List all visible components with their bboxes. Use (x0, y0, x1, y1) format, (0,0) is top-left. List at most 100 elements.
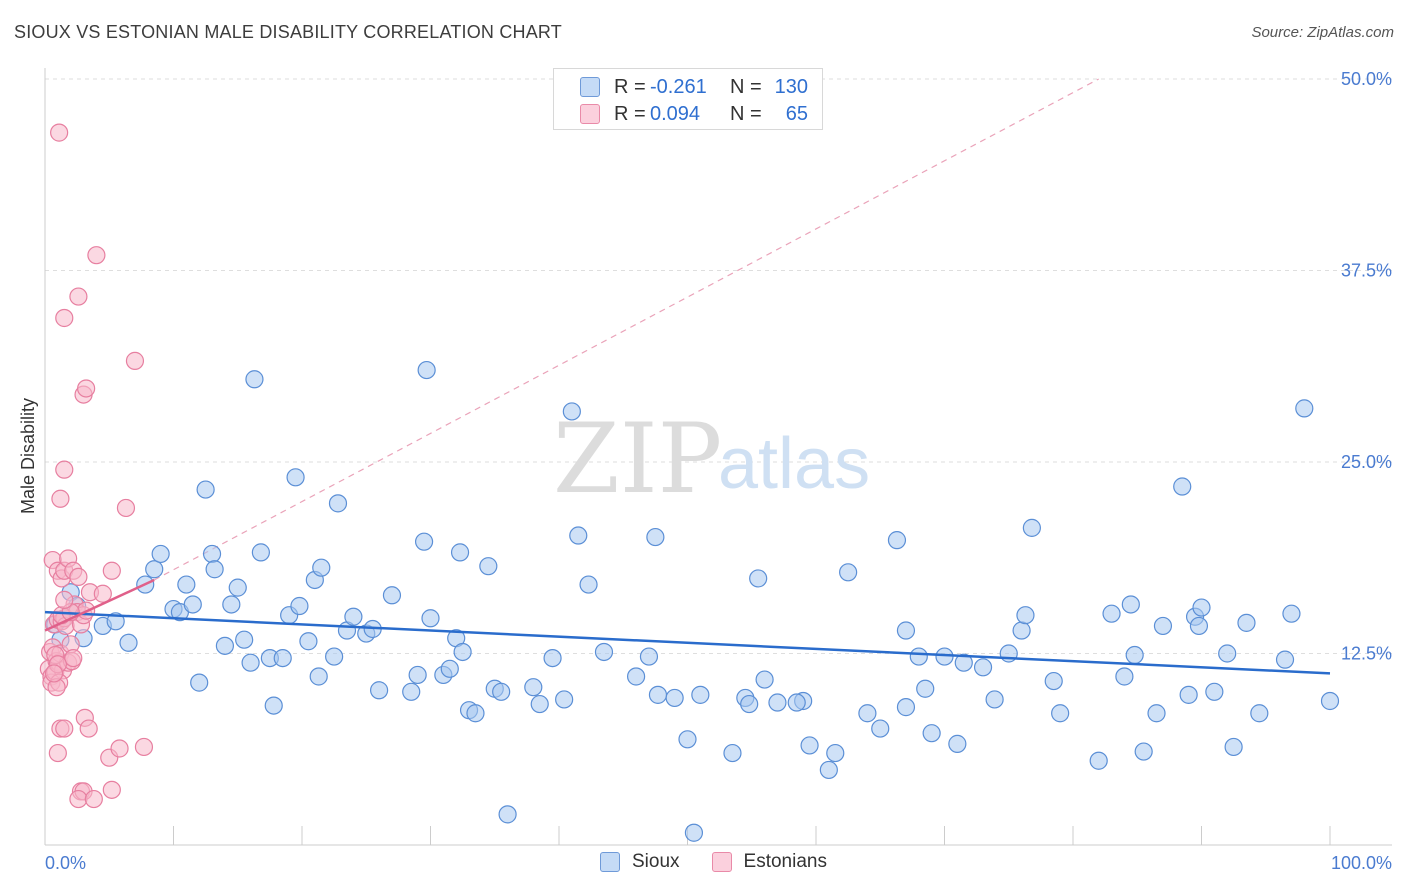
sioux-point (922, 724, 941, 743)
sioux-point (479, 557, 498, 576)
sioux-point (417, 360, 436, 380)
estonian-point (84, 789, 103, 809)
chart-title: SIOUX VS ESTONIAN MALE DISABILITY CORREL… (14, 22, 562, 42)
sioux-point (450, 543, 470, 562)
sioux-point (492, 682, 511, 701)
estonian-point (79, 719, 98, 738)
legend-n-value: 130 (774, 75, 808, 98)
sioux-point (543, 648, 562, 668)
sioux-point (215, 636, 234, 655)
sioux-point (290, 596, 309, 616)
sioux-points (46, 360, 1340, 842)
sioux-point (954, 653, 973, 672)
sioux-point (787, 693, 806, 712)
sioux-point (1044, 671, 1063, 691)
sioux-point (555, 690, 574, 709)
correlation-legend: R = -0.261 N = 130 R = 0.094 N = 65 (553, 68, 823, 130)
legend-item-estonians[interactable]: Estonians (711, 851, 827, 873)
y-tick-label: 25.0% (1341, 452, 1392, 472)
sioux-point (382, 586, 402, 605)
y-tick-label: 12.5% (1341, 644, 1392, 664)
sioux-point (1192, 598, 1211, 617)
sioux-point (594, 642, 614, 662)
estonian-point (116, 498, 136, 518)
estonians-swatch (711, 852, 732, 872)
sioux-point (1022, 518, 1041, 537)
legend-item-sioux[interactable]: Sioux (600, 851, 680, 873)
sioux-point (145, 560, 164, 579)
sioux-point (530, 694, 549, 714)
sioux-point (202, 544, 222, 564)
legend-r-value: -0.261 (650, 75, 707, 98)
sioux-point (286, 468, 305, 487)
y-axis-label: Male Disability (18, 398, 38, 514)
estonian-point (102, 780, 121, 799)
sioux-point (344, 607, 363, 626)
gridlines (45, 78, 1392, 654)
sioux-point (498, 805, 517, 824)
legend-label-estonians: Estonians (743, 851, 827, 872)
sioux-point (402, 682, 421, 701)
sioux-point (665, 688, 684, 708)
estonian-point (55, 460, 74, 479)
sioux-point (151, 544, 170, 564)
sioux-point (1153, 616, 1173, 636)
sioux-point (819, 760, 838, 780)
sioux-point (1051, 704, 1070, 723)
sioux-point (1275, 650, 1295, 669)
sioux-point (245, 370, 264, 389)
estonian-point (134, 737, 154, 757)
sioux-point (1012, 621, 1031, 640)
legend-n-label: N = (730, 75, 762, 98)
legend-n-value: 65 (785, 102, 808, 125)
sioux-point (1237, 613, 1256, 632)
sioux-point (119, 633, 138, 652)
sioux-point (1189, 616, 1209, 636)
sioux-trend-line (44, 610, 1331, 675)
sioux-point (896, 621, 916, 640)
legend-r-value: 0.094 (650, 102, 701, 125)
y-tick-label: 50.0% (1341, 69, 1392, 89)
estonian-point (93, 584, 112, 603)
sioux-point (1125, 645, 1144, 665)
sioux-point (466, 704, 485, 723)
sioux-point (205, 560, 224, 579)
sioux-point (562, 402, 581, 421)
sioux-point (1134, 742, 1153, 761)
sioux-point (800, 736, 819, 755)
source-credit: Source: ZipAtlas.com (1251, 24, 1394, 41)
estonian-point (48, 743, 67, 763)
legend-swatch-estonian (580, 104, 600, 124)
sioux-point (190, 673, 209, 692)
legend-r-label: R = (614, 102, 646, 125)
sioux-point (235, 630, 254, 649)
sioux-point (264, 696, 283, 715)
sioux-point (723, 743, 742, 763)
sioux-point (453, 642, 472, 662)
estonian-point (51, 489, 70, 508)
sioux-point (755, 670, 774, 689)
estonian-trend-line (44, 578, 155, 632)
sioux-point (1115, 667, 1134, 686)
legend-swatch-sioux (580, 77, 600, 97)
sioux-point (973, 658, 993, 677)
sioux-point (639, 647, 659, 666)
legend-n-label: N = (730, 102, 762, 125)
sioux-point (768, 693, 787, 712)
sioux-point (1295, 399, 1314, 418)
sioux-point (273, 648, 292, 668)
sioux-point (222, 595, 241, 614)
legend-row-sioux: R = -0.261 N = 130 (580, 74, 808, 100)
sioux-point (1218, 644, 1237, 663)
trend-lines (44, 578, 1331, 675)
sioux-point (299, 632, 318, 651)
sioux-point (1320, 691, 1340, 711)
estonian-point (44, 664, 64, 683)
sioux-point (1102, 604, 1121, 623)
sioux-point (909, 647, 928, 666)
sioux-point (1282, 604, 1301, 623)
sioux-point (626, 667, 646, 686)
sioux-point (1173, 477, 1192, 496)
x-tick-label: 0.0% (45, 853, 86, 873)
